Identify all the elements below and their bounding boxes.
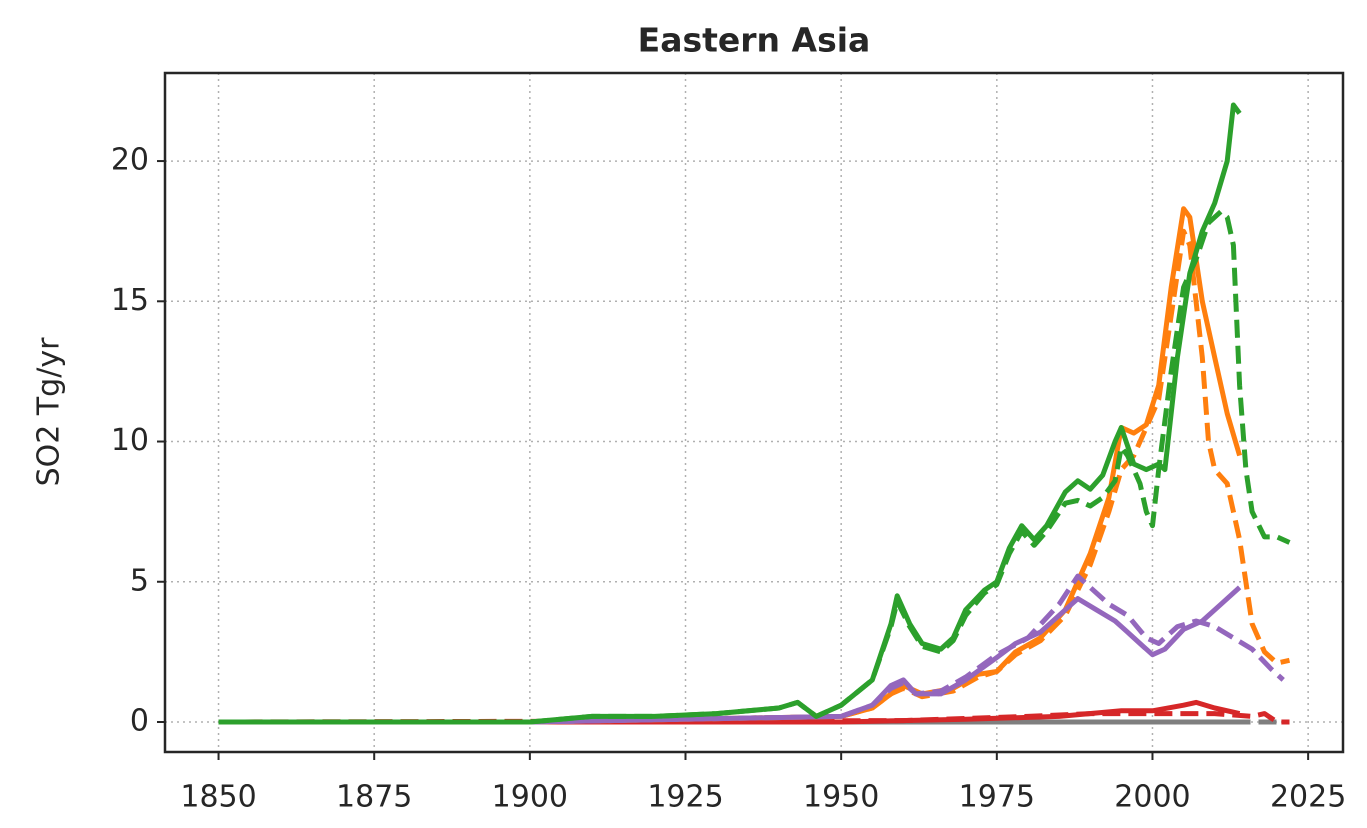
series-line bbox=[218, 585, 1242, 725]
y-tick-label: 10 bbox=[111, 423, 149, 458]
x-tick-label: 1950 bbox=[803, 780, 879, 815]
chart-title: Eastern Asia bbox=[638, 21, 871, 60]
series-line bbox=[218, 711, 1290, 725]
x-tick-label: 1850 bbox=[180, 780, 256, 815]
x-tick-label: 1900 bbox=[492, 780, 568, 815]
x-tick-label: 1925 bbox=[647, 780, 723, 815]
y-axis-label: SO2 Tg/yr bbox=[32, 337, 67, 487]
series-line bbox=[218, 228, 1291, 725]
x-tick-label: 2000 bbox=[1114, 780, 1190, 815]
x-tick-label: 1975 bbox=[959, 780, 1035, 815]
plot-frame bbox=[163, 71, 1345, 754]
series-line bbox=[218, 206, 1242, 725]
x-tick-label: 1875 bbox=[336, 780, 412, 815]
y-tick-label: 15 bbox=[111, 283, 149, 318]
series-line bbox=[218, 102, 1242, 725]
series-line bbox=[218, 209, 1291, 725]
y-tick-label: 20 bbox=[111, 143, 149, 178]
series-line bbox=[218, 573, 1285, 725]
y-tick-label: 0 bbox=[130, 703, 149, 738]
y-tick-label: 5 bbox=[130, 563, 149, 598]
x-tick-label: 2025 bbox=[1270, 780, 1346, 815]
